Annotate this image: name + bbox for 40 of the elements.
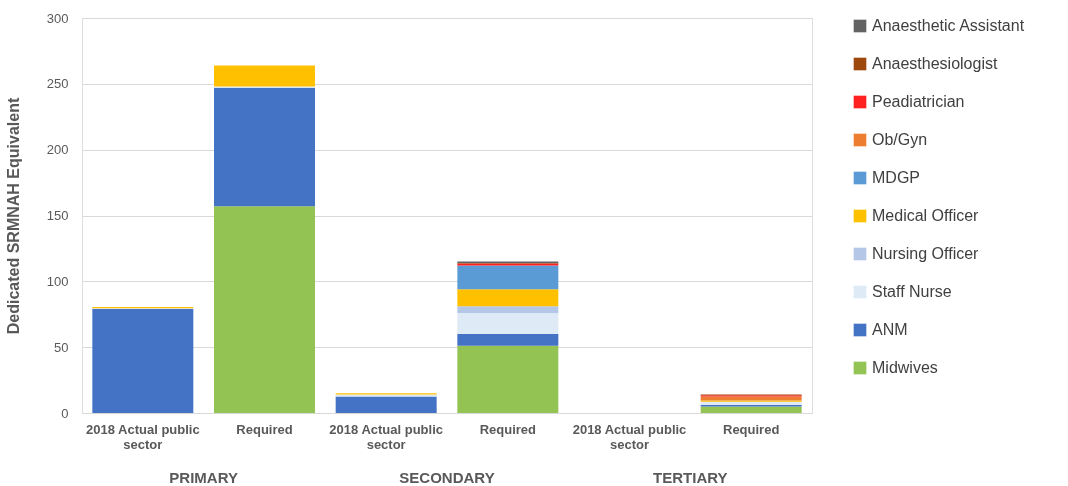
x-tick-label: Required bbox=[722, 421, 780, 437]
text: TERTIARY bbox=[653, 469, 728, 486]
bar bbox=[457, 312, 559, 334]
bar bbox=[457, 334, 559, 346]
x-tick-label: Required bbox=[236, 421, 293, 437]
bar bbox=[457, 306, 559, 313]
legend-label: Anaesthesiologist bbox=[872, 55, 998, 72]
legend-label: Anaesthetic Assistant bbox=[872, 17, 1025, 34]
y-tick-label: 200 bbox=[46, 142, 69, 158]
y-tick-label: 50 bbox=[54, 339, 69, 355]
legend-label: Peadiatrician bbox=[872, 93, 965, 110]
x-tick-label: 2018 Actual public sector bbox=[86, 421, 200, 452]
legend-label: Nursing Officer bbox=[872, 245, 980, 262]
y-tick-label: 150 bbox=[46, 208, 69, 223]
legend-label: MDGP bbox=[872, 169, 920, 186]
legend-label: Midwives bbox=[872, 359, 938, 376]
bar bbox=[700, 401, 802, 406]
bar bbox=[457, 265, 559, 290]
bar bbox=[214, 87, 315, 207]
y-tick-label: 250 bbox=[46, 76, 69, 92]
bar bbox=[700, 406, 802, 413]
y-axis-title: Dedicated SRMNAH Equivalent bbox=[4, 97, 22, 335]
x-tick-label: Required bbox=[479, 421, 537, 437]
legend-label: Ob/Gyn bbox=[872, 131, 928, 148]
legend-label: Staff Nurse bbox=[872, 283, 952, 300]
x-tick-label: 2018 Actual public sector bbox=[329, 421, 443, 452]
y-tick-label: 300 bbox=[46, 10, 69, 26]
y-tick-label: 100 bbox=[46, 273, 69, 289]
bar bbox=[457, 289, 559, 307]
bar bbox=[214, 65, 315, 87]
x-tick-label: 2018 Actual public sector bbox=[572, 421, 687, 452]
bar bbox=[92, 308, 194, 413]
legend-label: ANM bbox=[872, 321, 908, 338]
bar bbox=[214, 206, 315, 413]
text: SECONDARY bbox=[399, 469, 495, 486]
legend-label: Medical Officer bbox=[872, 207, 980, 224]
bar bbox=[335, 396, 437, 413]
text: PRIMARY bbox=[169, 469, 238, 486]
bar bbox=[457, 345, 559, 413]
y-tick-label: 0 bbox=[61, 405, 69, 421]
